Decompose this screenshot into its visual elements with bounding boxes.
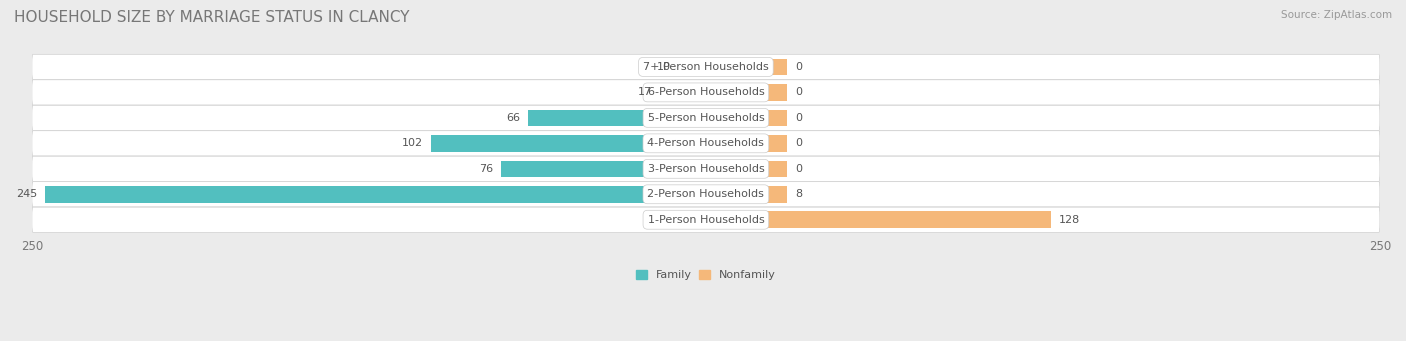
FancyBboxPatch shape (32, 131, 1379, 156)
Text: 128: 128 (1059, 215, 1080, 225)
Text: 4-Person Households: 4-Person Households (647, 138, 765, 148)
Text: 76: 76 (479, 164, 494, 174)
Text: 0: 0 (794, 113, 801, 123)
FancyBboxPatch shape (32, 182, 1379, 207)
Text: 10: 10 (657, 62, 671, 72)
Bar (527, 109, 706, 126)
Text: 0: 0 (794, 87, 801, 98)
Text: 17: 17 (638, 87, 652, 98)
Bar (659, 84, 706, 101)
Bar (501, 161, 706, 177)
Text: 2-Person Households: 2-Person Households (647, 189, 765, 199)
Text: 5-Person Households: 5-Person Households (648, 113, 765, 123)
Bar (706, 109, 787, 126)
Text: 6-Person Households: 6-Person Households (648, 87, 765, 98)
Text: 0: 0 (794, 164, 801, 174)
FancyBboxPatch shape (32, 80, 1379, 105)
Bar (706, 135, 787, 152)
FancyBboxPatch shape (32, 156, 1379, 181)
FancyBboxPatch shape (32, 207, 1379, 232)
Text: 0: 0 (794, 138, 801, 148)
Bar (706, 211, 1050, 228)
Bar (430, 135, 706, 152)
Text: HOUSEHOLD SIZE BY MARRIAGE STATUS IN CLANCY: HOUSEHOLD SIZE BY MARRIAGE STATUS IN CLA… (14, 10, 409, 25)
Text: 3-Person Households: 3-Person Households (648, 164, 765, 174)
Bar (706, 84, 787, 101)
Bar (679, 59, 706, 75)
FancyBboxPatch shape (32, 105, 1379, 131)
Text: 102: 102 (402, 138, 423, 148)
Text: 66: 66 (506, 113, 520, 123)
Bar (706, 186, 787, 203)
Legend: Family, Nonfamily: Family, Nonfamily (631, 266, 780, 285)
Bar (706, 161, 787, 177)
Text: 1-Person Households: 1-Person Households (648, 215, 765, 225)
Text: 8: 8 (794, 189, 801, 199)
Text: 0: 0 (794, 62, 801, 72)
FancyBboxPatch shape (32, 54, 1379, 79)
Bar (45, 186, 706, 203)
Bar (706, 59, 787, 75)
Text: 7+ Person Households: 7+ Person Households (643, 62, 769, 72)
Text: 245: 245 (15, 189, 38, 199)
Text: Source: ZipAtlas.com: Source: ZipAtlas.com (1281, 10, 1392, 20)
